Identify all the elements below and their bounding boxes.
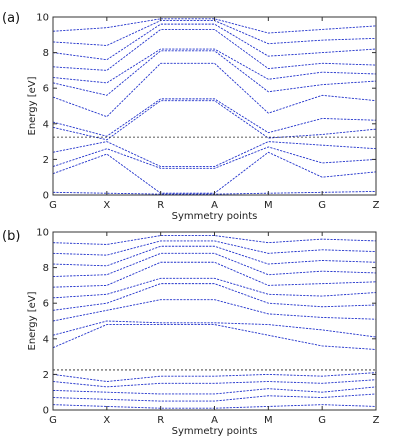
band-line-10 bbox=[52, 29, 377, 71]
kpoint-label: G bbox=[49, 415, 57, 426]
y-tick-label: 8 bbox=[43, 48, 49, 59]
y-tick-label: 4 bbox=[43, 334, 49, 345]
panel-label: (a) bbox=[2, 11, 20, 26]
kpoint-label: R bbox=[157, 415, 164, 426]
band-line-4 bbox=[52, 141, 377, 167]
panel-label: (b) bbox=[2, 229, 20, 244]
band-line-11 bbox=[52, 23, 377, 61]
kpoint-label: R bbox=[157, 200, 164, 211]
y-axis-label: Energy [eV] bbox=[27, 76, 38, 135]
y-axis-label: Energy [eV] bbox=[27, 291, 38, 350]
panel-b: (b) 0 2 4 6 8 10 G X R A M G Z Symmetry points Energy [… bbox=[2, 228, 380, 437]
band-line-10 bbox=[52, 277, 377, 299]
kpoint-label: G bbox=[318, 200, 326, 211]
band-line-4 bbox=[52, 379, 377, 388]
y-tick-label: 0 bbox=[43, 406, 49, 417]
kpoint-label: Z bbox=[373, 415, 380, 426]
band-line-12 bbox=[52, 20, 377, 46]
band-line-2 bbox=[52, 151, 377, 194]
kpoint-label: X bbox=[103, 415, 110, 426]
band-line-9 bbox=[52, 283, 377, 311]
band-line-13 bbox=[52, 245, 377, 267]
y-tick-label: 2 bbox=[43, 370, 49, 381]
kpoint-label: M bbox=[264, 200, 273, 211]
x-axis-label: Symmetry points bbox=[172, 211, 258, 222]
band-line-7 bbox=[52, 320, 377, 338]
y-tick-label: 0 bbox=[43, 191, 49, 202]
band-line-3 bbox=[52, 146, 377, 169]
y-tick-label: 6 bbox=[43, 299, 49, 310]
kpoint-label: M bbox=[264, 415, 273, 426]
x-axis-label: Symmetry points bbox=[172, 426, 258, 437]
band-line-3 bbox=[52, 386, 377, 395]
band-line-14 bbox=[52, 240, 377, 256]
band-lines bbox=[52, 18, 377, 195]
band-line-8 bbox=[52, 299, 377, 322]
y-tick-label: 10 bbox=[36, 228, 49, 239]
band-line-2 bbox=[52, 393, 377, 402]
band-line-6 bbox=[52, 324, 377, 350]
kpoint-label: G bbox=[49, 200, 57, 211]
band-line-9 bbox=[52, 48, 377, 84]
band-lines bbox=[52, 235, 377, 409]
kpoint-label: A bbox=[211, 200, 218, 211]
kpoint-label: G bbox=[318, 415, 326, 426]
band-line-5 bbox=[52, 372, 377, 382]
kpoint-label: Z bbox=[373, 200, 380, 211]
y-tick-label: 4 bbox=[43, 119, 49, 130]
y-tick-label: 10 bbox=[36, 13, 49, 24]
band-line-8 bbox=[52, 50, 377, 96]
band-line-5 bbox=[52, 100, 377, 141]
band-line-6 bbox=[52, 98, 377, 137]
band-line-12 bbox=[52, 252, 377, 277]
band-line-15 bbox=[52, 235, 377, 245]
y-tick-label: 2 bbox=[43, 155, 49, 166]
y-tick-label: 6 bbox=[43, 84, 49, 95]
panel-a: (a) 0 2 4 6 8 10 G X R A M G Z Symmetry points Energy [… bbox=[2, 11, 380, 222]
kpoint-label: X bbox=[103, 200, 110, 211]
band-line-7 bbox=[52, 62, 377, 118]
kpoint-label: A bbox=[211, 415, 218, 426]
y-tick-label: 8 bbox=[43, 263, 49, 274]
